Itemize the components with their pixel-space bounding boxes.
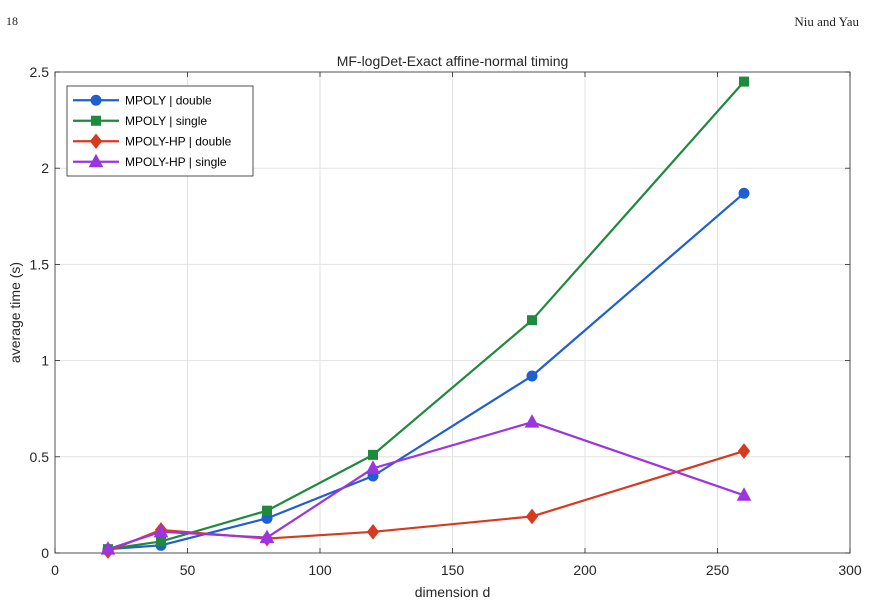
- legend-marker-triangle: [88, 153, 104, 168]
- grid-lines: [55, 72, 850, 553]
- y-tick-label: 1: [41, 353, 49, 369]
- legend-entry: MPOLY | single: [73, 114, 207, 128]
- x-axis-ticks: 0 50 100 150 200 250 300: [51, 72, 862, 578]
- y-axis-ticks: 0 0.5 1 1.5 2 2.5: [30, 64, 850, 561]
- y-tick-label: 0.5: [30, 449, 50, 465]
- legend-label: MPOLY-HP | single: [125, 155, 227, 169]
- data-point-triangle: [736, 487, 752, 501]
- page-number: 18: [6, 14, 18, 28]
- x-tick-label: 200: [573, 562, 597, 578]
- data-point-diamond: [525, 508, 539, 525]
- legend-marker-square: [91, 115, 101, 126]
- x-tick-label: 100: [308, 562, 332, 578]
- legend-label: MPOLY | single: [125, 114, 207, 128]
- data-point-circle: [738, 187, 750, 199]
- data-point-triangle: [153, 523, 169, 538]
- series-line: [107, 421, 745, 551]
- x-tick-label: 50: [180, 562, 196, 578]
- legend-label: MPOLY | double: [125, 93, 212, 107]
- y-tick-label: 0: [41, 545, 49, 561]
- legend-entry: MPOLY-HP | single: [73, 153, 227, 169]
- legend: MPOLY | double MPOLY | single MPOLY-HP | d…: [66, 85, 254, 177]
- x-axis-label: dimension d: [415, 584, 491, 600]
- legend-marker-diamond: [89, 133, 103, 150]
- legend-label: MPOLY-HP | double: [125, 134, 232, 148]
- data-point-triangle: [365, 460, 381, 474]
- data-point-diamond: [366, 524, 380, 540]
- data-point-circle: [526, 370, 538, 382]
- y-tick-label: 2: [41, 160, 49, 176]
- data-point-diamond: [737, 443, 751, 459]
- series-line: [107, 449, 745, 553]
- data-point-triangle: [100, 541, 116, 555]
- y-tick-label: 2.5: [30, 64, 50, 80]
- series-3: [101, 443, 751, 559]
- x-tick-label: 250: [706, 562, 730, 578]
- legend-entry: MPOLY | double: [73, 93, 212, 107]
- legend-marker-circle: [90, 94, 102, 106]
- data-point-square: [156, 536, 166, 547]
- series-1: [102, 187, 750, 555]
- data-point-square: [368, 449, 378, 460]
- x-tick-label: 0: [51, 562, 59, 578]
- series-line: [107, 80, 745, 551]
- legend-entry: MPOLY-HP | double: [73, 133, 232, 150]
- x-tick-label: 150: [441, 562, 465, 578]
- y-tick-label: 1.5: [30, 256, 50, 272]
- data-point-triangle: [259, 529, 275, 544]
- y-axis-label: average time (s): [7, 262, 23, 363]
- data-point-square: [739, 76, 749, 87]
- series-2: [103, 76, 749, 555]
- data-point-square: [262, 505, 272, 516]
- data-point-square: [527, 315, 537, 326]
- running-header-authors: Niu and Yau: [794, 14, 859, 29]
- chart-title: MF-logDet-Exact affine-normal timing: [337, 53, 569, 69]
- data-point-triangle: [524, 414, 540, 428]
- x-tick-label: 300: [838, 562, 862, 578]
- series-4: [100, 414, 752, 555]
- series-layer: [100, 76, 752, 559]
- series-line: [107, 192, 745, 551]
